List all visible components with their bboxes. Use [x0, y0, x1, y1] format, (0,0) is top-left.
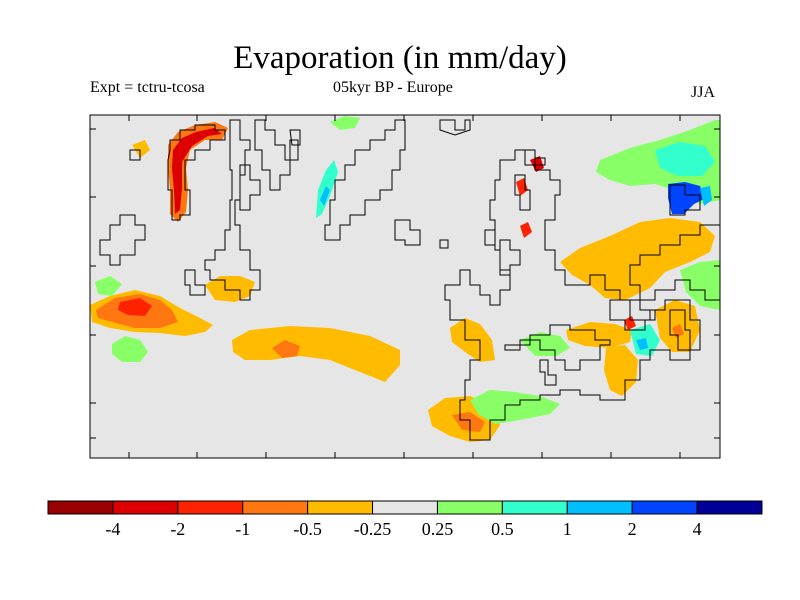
colorbar-swatch: [372, 500, 438, 515]
green-anomaly-labrador: [95, 276, 122, 296]
coast-labrador: [129, 149, 141, 161]
colorbar-swatch: [696, 500, 763, 515]
anomaly-fields: [90, 116, 720, 442]
colorbar-label: 2: [627, 519, 637, 539]
colorbar-label: 1: [562, 519, 572, 539]
green-anomaly-north-africa: [470, 390, 560, 424]
green-anomaly-norway-sea: [330, 116, 360, 130]
red-anomaly-east-europe-spot: [520, 222, 532, 238]
map-title: Evaporation (in mm/day): [233, 40, 567, 76]
colorbar-label: -4: [105, 519, 121, 539]
sky-anomaly-northeast: [700, 186, 712, 206]
red-core-atlantic: [118, 298, 152, 316]
coast-white-sea: [524, 149, 546, 166]
coast-baltic: [499, 239, 521, 276]
green-anomaly-southwest: [112, 336, 148, 362]
coast-mediterranean-inner: [504, 324, 611, 371]
colorbar: [47, 500, 763, 515]
coast-scandinavia: [324, 119, 406, 241]
colorbar-label: -0.25: [353, 519, 392, 539]
red-anomaly-greenland-coast: [172, 128, 222, 214]
coast-uk: [394, 219, 421, 246]
map-frame: [89, 114, 721, 459]
orange-anomaly-east-europe: [560, 218, 715, 300]
orange-anomaly-levant: [604, 345, 638, 396]
orange-anomaly-turkey: [566, 322, 632, 348]
coast-greenland: [167, 124, 226, 221]
colorbar-label: -0.5: [293, 519, 322, 539]
coast-newfoundland: [184, 269, 206, 296]
colorbar-swatch: [566, 500, 633, 515]
colorbar-swatch: [112, 500, 179, 515]
colorbar-swatch: [177, 500, 244, 515]
orange-anomaly-mid-atlantic: [232, 326, 400, 382]
coast-ireland: [439, 119, 471, 136]
blue-anomaly-northeast: [668, 182, 706, 214]
colorbar-label: -2: [170, 519, 186, 539]
season-label: JJA: [691, 84, 716, 101]
coast-baffin: [239, 164, 261, 211]
green-anomaly-northeast: [596, 120, 720, 204]
green-anomaly-east-steppe: [680, 260, 720, 310]
experiment-label: Expt = tctru-tcosa: [90, 79, 205, 96]
sky-anomaly-scandinavia: [320, 186, 330, 206]
orange-anomaly-iceland: [205, 276, 255, 302]
coast-svalbard: [254, 119, 291, 191]
colorbar-swatch: [436, 500, 503, 515]
sky-anomaly-black-sea: [636, 338, 648, 350]
coast-italy: [539, 359, 557, 386]
coast-europe-mainland: [444, 149, 701, 441]
colorbar-label: -1: [235, 519, 251, 539]
coast-arctic-isle: [289, 139, 299, 161]
green-anomaly-balkans: [520, 332, 570, 356]
colorbar-swatch: [501, 500, 568, 515]
colorbar-swatch: [631, 500, 698, 515]
coast-caspian: [669, 309, 691, 351]
coast-east-russia: [629, 224, 720, 301]
colorbar-label: 0.25: [421, 519, 454, 539]
coast-arctic-east: [669, 184, 701, 216]
orange-anomaly-labrador: [132, 140, 150, 158]
coastlines: [99, 119, 720, 441]
coast-canada-west: [99, 214, 146, 266]
colorbar-swatch: [242, 500, 309, 515]
period-region-label: 05kyr BP - Europe: [333, 79, 453, 96]
coast-gulf: [484, 229, 496, 246]
colorbar-swatch: [307, 500, 374, 515]
red-anomaly-east-baltic: [530, 156, 544, 172]
coast-black-sea: [609, 299, 656, 331]
coast-finland: [514, 174, 531, 211]
axis-ticks: [90, 115, 720, 458]
orange-core-mid-atlantic: [272, 340, 300, 358]
coast-iceland: [204, 119, 261, 301]
colorbar-label: 4: [692, 519, 702, 539]
colorbar-label: 0.5: [491, 519, 514, 539]
colorbar-swatch: [47, 500, 114, 515]
teal-anomaly-northeast: [655, 142, 715, 176]
coast-small-island: [439, 239, 449, 249]
